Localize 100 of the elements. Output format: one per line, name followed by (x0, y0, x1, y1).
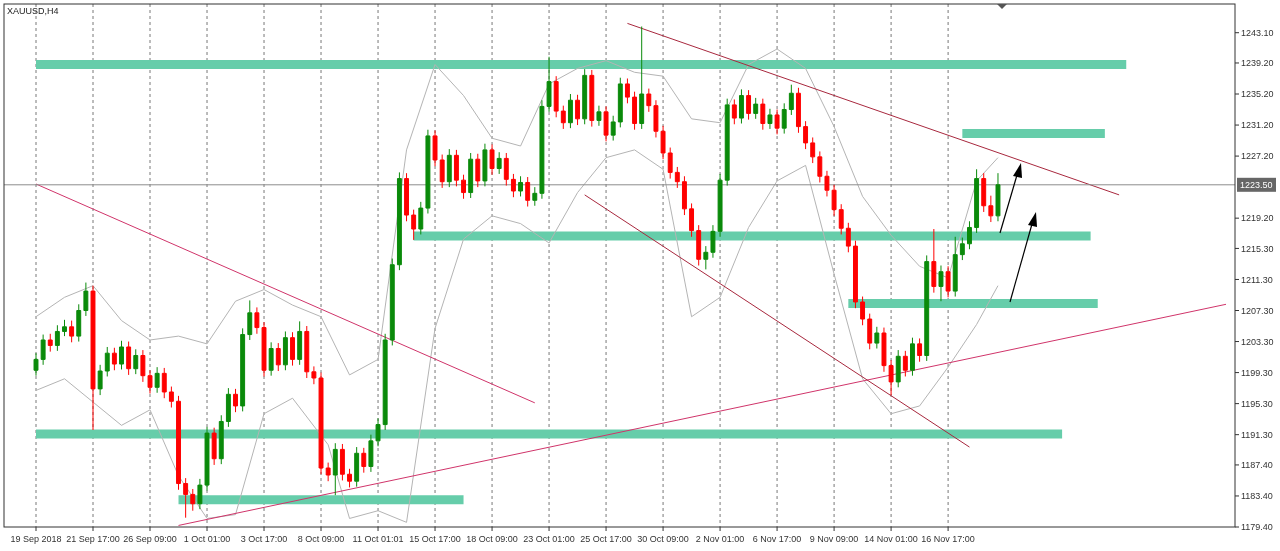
candlestick (489, 143, 495, 176)
x-tick-label: 16 Nov 17:00 (921, 534, 975, 544)
candlestick (724, 98, 730, 187)
candlestick (838, 203, 844, 235)
candlestick (945, 265, 951, 298)
y-tick-label: 1195.30 (1241, 398, 1273, 409)
candlestick (461, 174, 466, 200)
candlestick (803, 120, 809, 150)
chart-title: XAUUSD,H4 (7, 6, 59, 16)
candlestick (69, 320, 75, 343)
candlestick (218, 414, 224, 465)
candlestick (304, 325, 310, 379)
candlestick (959, 237, 965, 261)
candlestick (404, 172, 409, 222)
y-tick-label: 1243.10 (1241, 27, 1274, 38)
y-tick-label: 1183.40 (1241, 491, 1273, 502)
candlestick (596, 105, 602, 127)
x-tick-label: 3 Oct 17:00 (240, 534, 288, 544)
candlestick (910, 337, 915, 377)
candlestick (624, 77, 630, 104)
candlestick (774, 109, 780, 135)
candlestick (225, 387, 231, 428)
candlestick (952, 236, 958, 298)
candlestick (689, 202, 695, 238)
line-series (35, 149, 999, 523)
candlestick (639, 26, 645, 130)
x-tick-label: 21 Sep 17:00 (66, 534, 120, 544)
candlestick (810, 136, 816, 164)
candlestick (247, 299, 253, 341)
candlestick (567, 93, 573, 129)
candlestick (154, 366, 160, 394)
candlestick (902, 350, 908, 377)
x-tick-label: 30 Oct 09:00 (637, 534, 689, 544)
candlestick (97, 364, 103, 396)
y-tick-label: 1227.20 (1241, 151, 1274, 162)
candlestick (411, 209, 417, 241)
y-tick-label: 1199.30 (1241, 367, 1273, 378)
candlestick (760, 98, 766, 131)
candlestick (696, 224, 702, 266)
candlestick (382, 333, 388, 431)
candlestick (190, 488, 196, 512)
candlestick (746, 89, 752, 121)
candlestick (753, 97, 759, 120)
candlestick (853, 240, 858, 309)
candlestick (418, 201, 424, 235)
candlestick (354, 446, 360, 488)
y-tick-label: 1211.30 (1241, 274, 1273, 285)
candlestick (917, 337, 923, 363)
y-tick-label: 1179.40 (1241, 522, 1273, 533)
candlestick (33, 352, 39, 377)
candlestick (83, 282, 89, 317)
candlestick (332, 442, 338, 496)
candlestick (796, 87, 801, 134)
candlestick (104, 346, 110, 377)
candlestick (788, 84, 794, 116)
candlestick (211, 427, 217, 466)
candlestick (924, 254, 930, 362)
candlestick (361, 447, 367, 474)
candlestick (54, 324, 60, 352)
candlestick (874, 326, 880, 350)
candlestick (988, 195, 994, 223)
candlestick (703, 245, 709, 270)
candlestick (646, 88, 652, 113)
candlestick (603, 105, 609, 142)
x-tick-label: 1 Oct 01:00 (183, 534, 231, 544)
candlestick (503, 152, 509, 187)
candlestick (767, 108, 773, 130)
candlestick (297, 320, 303, 366)
candlestick (967, 220, 972, 250)
candlestick (525, 176, 531, 208)
x-tick-label: 6 Nov 17:00 (752, 534, 802, 544)
y-tick-label: 1191.30 (1241, 429, 1273, 440)
candlestick (496, 151, 502, 175)
candlestick (560, 105, 566, 130)
candlestick (632, 91, 638, 131)
y-tick-label: 1235.20 (1241, 89, 1274, 100)
y-tick-label: 1187.40 (1241, 460, 1273, 471)
candlestick (147, 369, 153, 395)
y-tick-label: 1219.20 (1241, 213, 1274, 224)
y-tick-label: 1203.30 (1241, 336, 1274, 347)
y-tick-label: 1215.30 (1241, 243, 1274, 254)
candlestick (325, 462, 331, 482)
candlestick (425, 129, 431, 215)
candlestick (781, 102, 787, 135)
y-tick-label: 1239.20 (1241, 58, 1274, 69)
candlestick (453, 149, 459, 187)
candlestick (667, 147, 673, 180)
candlestick (974, 168, 980, 234)
candlestick (938, 265, 944, 302)
candlestick (895, 349, 901, 388)
candlestick (482, 143, 488, 187)
candlestick (817, 150, 823, 183)
x-tick-label: 9 Nov 09:00 (809, 534, 859, 544)
candlestick (475, 153, 481, 188)
candlestick (168, 386, 174, 408)
x-tick-label: 26 Sep 09:00 (123, 534, 177, 544)
y-tick-label: 1231.20 (1241, 120, 1274, 131)
candlestick (268, 341, 274, 377)
candlestick (446, 148, 452, 188)
candlestick (282, 330, 288, 371)
